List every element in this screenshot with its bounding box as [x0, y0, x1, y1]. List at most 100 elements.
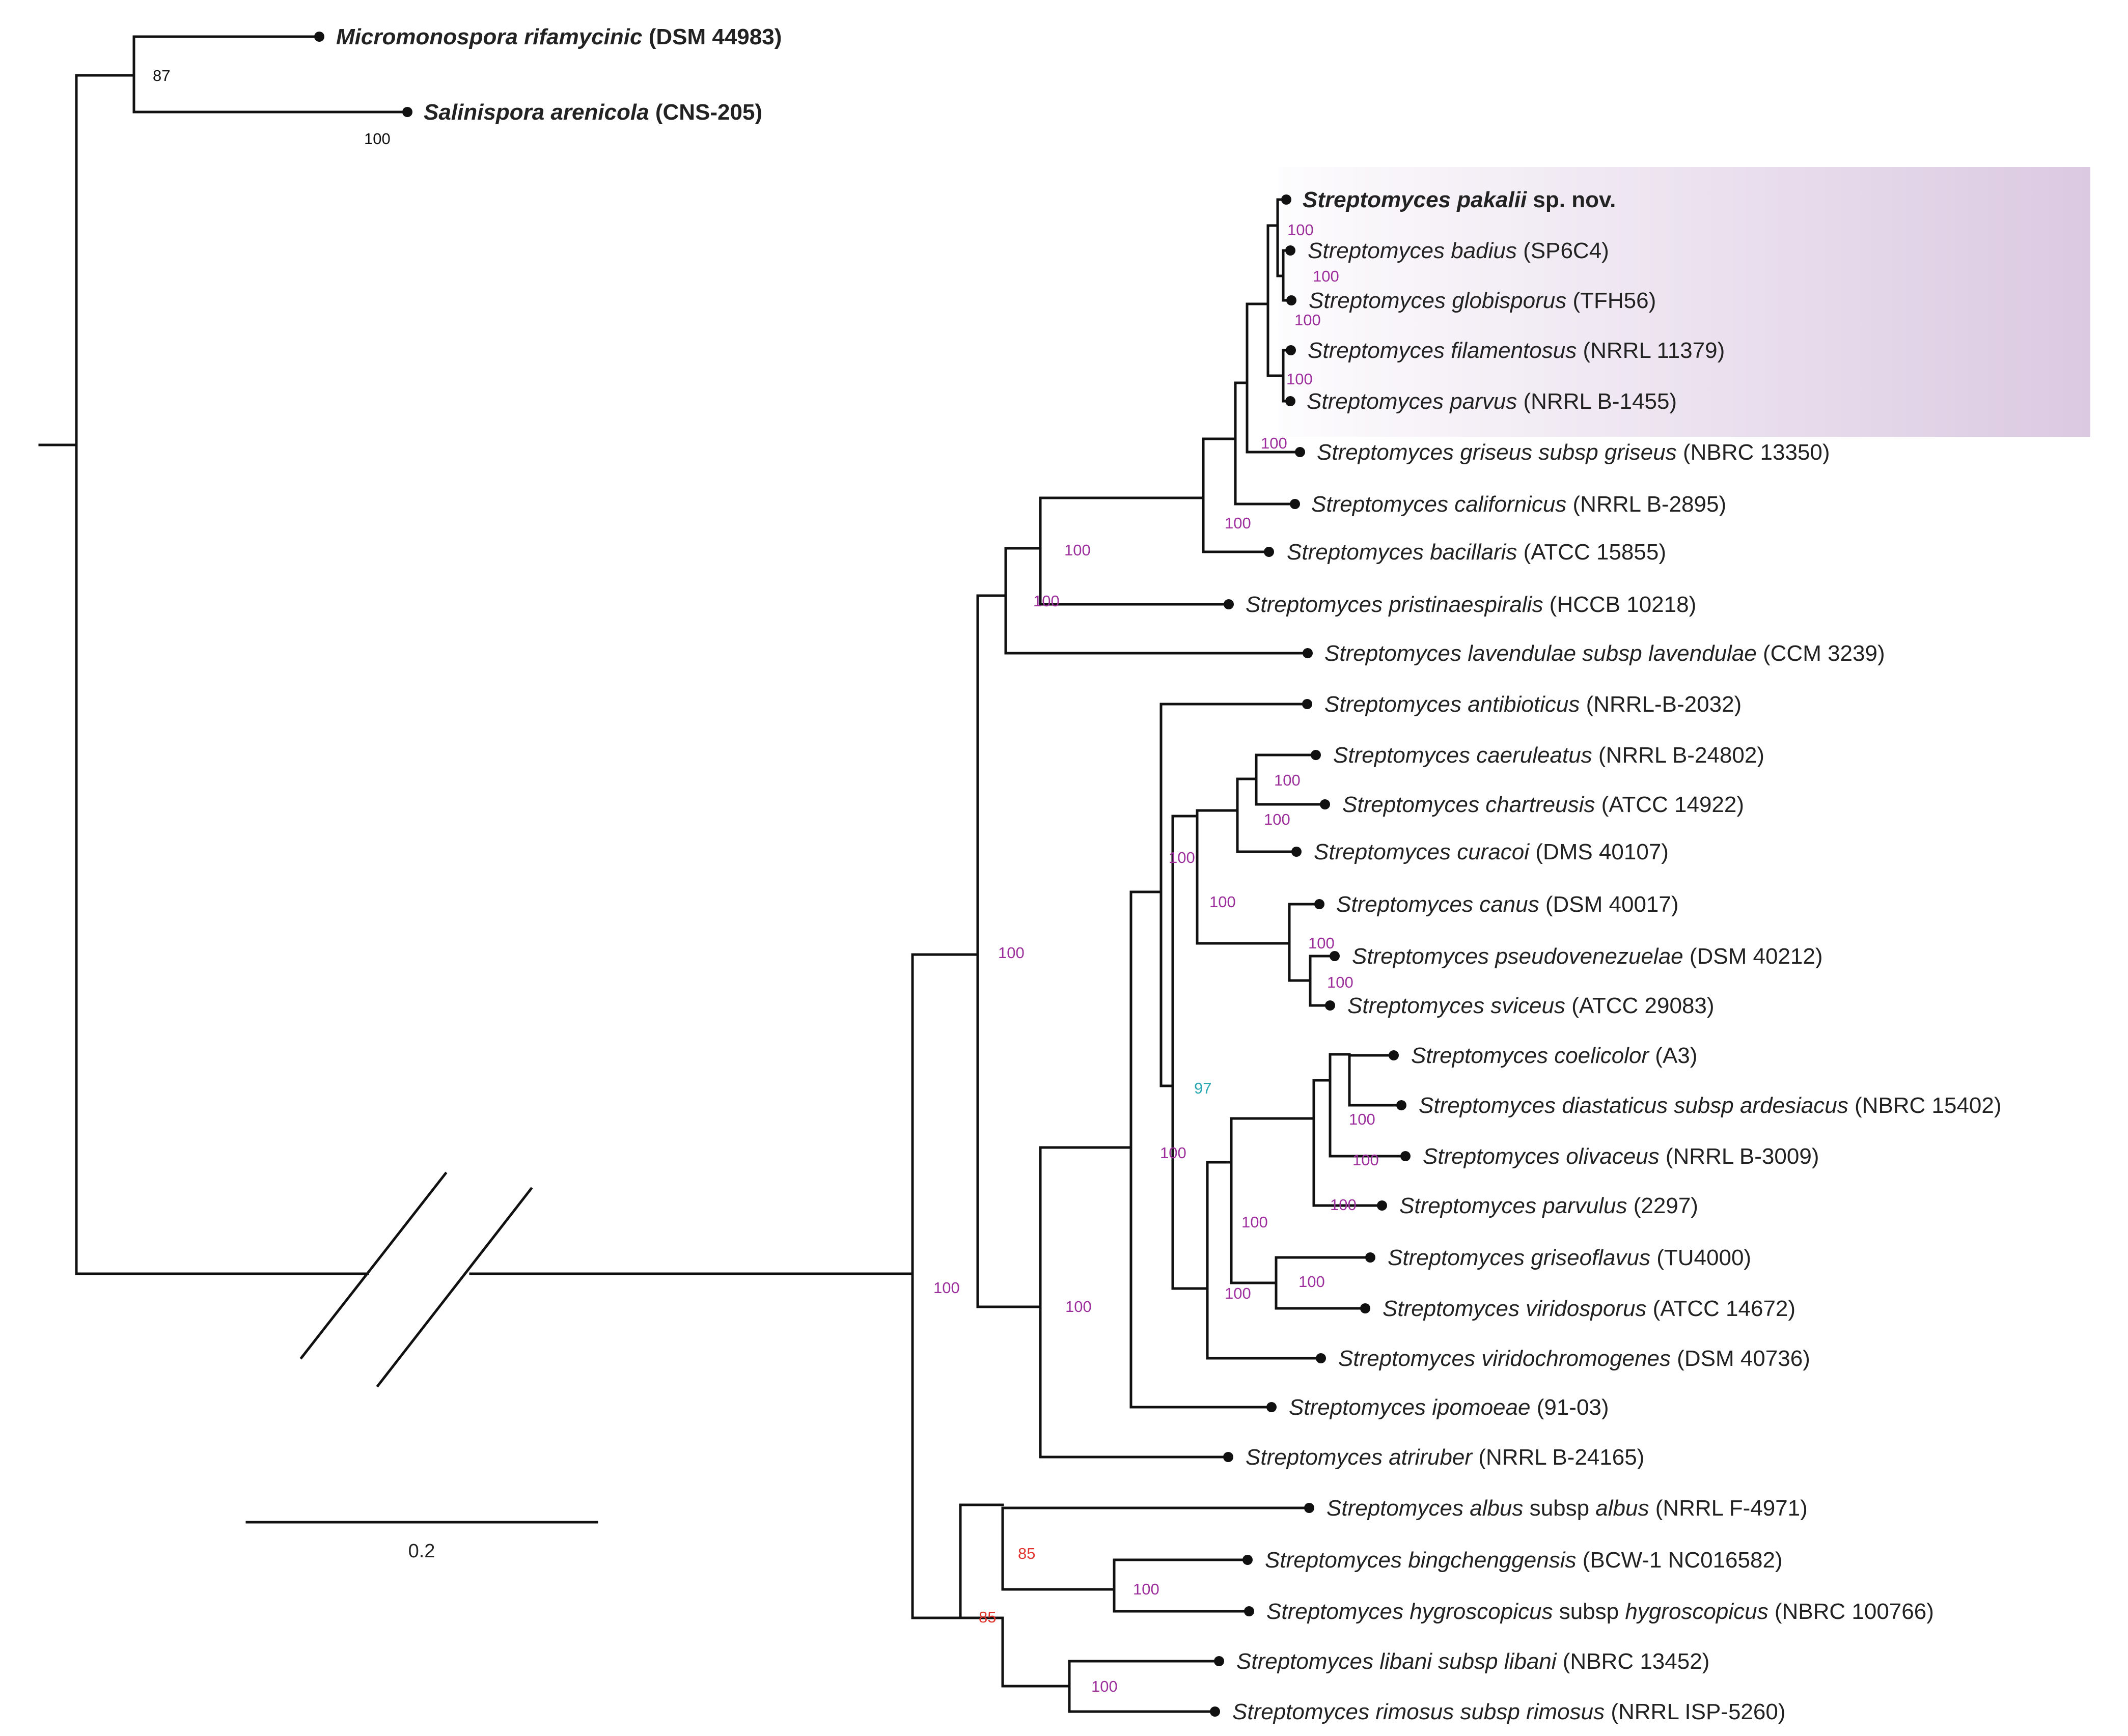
taxon-label: Streptomyces coelicolor (A3) — [1411, 1043, 1697, 1068]
tip-node-marker — [1242, 1555, 1253, 1565]
taxon-labels: Micromonospora rifamycinic (DSM 44983) Sa… — [336, 24, 2002, 1724]
tip-node-marker — [1302, 699, 1312, 709]
scale-bar-label: 0.2 — [408, 1541, 435, 1562]
taxon-detail-part: (NRRL B-24165) — [1472, 1445, 1644, 1470]
taxon-name-part: Streptomyces caeruleatus — [1333, 743, 1592, 768]
taxon-detail-part: (CNS-205) — [649, 100, 763, 125]
bootstrap-value: 100 — [1091, 1677, 1118, 1695]
taxon-label: Streptomyces bingchenggensis (BCW-1 NC01… — [1265, 1548, 1783, 1573]
taxon-label: Streptomyces badius (SP6C4) — [1308, 238, 1609, 263]
taxon-detail-part: (DSM 44983) — [642, 24, 782, 49]
taxon-label: Streptomyces parvus (NRRL B-1455) — [1307, 389, 1677, 414]
taxon-name-part: Streptomyces hygroscopicus — [1266, 1599, 1553, 1624]
taxon-name-part: Streptomyces antibioticus — [1324, 692, 1580, 717]
clade-highlight — [1278, 167, 2090, 437]
bootstrap-value: 100 — [1286, 370, 1313, 388]
taxon-detail-part: (DSM 40017) — [1539, 892, 1679, 917]
taxon-detail-part: sp. nov. — [1527, 187, 1616, 212]
taxon-label: Micromonospora rifamycinic (DSM 44983) — [336, 24, 782, 49]
taxon-name-part: Streptomyces canus — [1336, 892, 1539, 917]
taxon-label: Streptomyces pakalii sp. nov. — [1303, 187, 1616, 212]
taxon-detail-part: (DMS 40107) — [1529, 839, 1669, 864]
taxon-label: Streptomyces libani subsp libani (NBRC 1… — [1236, 1649, 1709, 1674]
taxon-detail-part: (NRRL ISP-5260) — [1605, 1699, 1785, 1724]
tip-node-marker — [1266, 1402, 1277, 1412]
tip-node-marker — [1244, 1606, 1254, 1616]
taxon-name-part: Streptomyces bingchenggensis — [1265, 1548, 1576, 1573]
taxon-detail-part: (TU4000) — [1650, 1245, 1751, 1270]
bootstrap-value: 100 — [1294, 311, 1321, 329]
bootstrap-value: 100 — [1264, 810, 1290, 828]
tip-node-marker — [1316, 1353, 1326, 1363]
taxon-label: Streptomyces viridochromogenes (DSM 4073… — [1338, 1346, 1810, 1371]
taxon-detail-part: (NBRC 100766) — [1768, 1599, 1934, 1624]
taxon-label: Streptomyces curacoi (DMS 40107) — [1314, 839, 1669, 864]
taxon-name-part: Streptomyces californicus — [1311, 492, 1566, 517]
taxon-label: Streptomyces filamentosus (NRRL 11379) — [1308, 338, 1725, 363]
taxon-name-part: Streptomyces filamentosus — [1308, 338, 1577, 363]
taxon-detail-part: (NRRL B-24802) — [1592, 743, 1764, 768]
taxon-name-part: Streptomyces diastaticus subsp ardesiacu… — [1419, 1093, 1848, 1118]
bootstrap-value: 100 — [1349, 1110, 1375, 1128]
bootstrap-value: 100 — [1287, 221, 1314, 239]
taxon-detail-part: (ATCC 14922) — [1595, 792, 1744, 817]
taxon-detail-part: (DSM 40212) — [1683, 944, 1823, 969]
tip-node-marker — [1325, 1000, 1335, 1011]
taxon-name-part: Streptomyces pristinaespiralis — [1246, 592, 1543, 617]
bootstrap-value: 100 — [1241, 1213, 1268, 1231]
taxon-detail-part: (HCCB 10218) — [1543, 592, 1696, 617]
tip-node-marker — [1281, 194, 1291, 205]
bootstrap-value: 100 — [1065, 1298, 1092, 1315]
taxon-detail-part: subsp — [1523, 1496, 1595, 1521]
bootstrap-value: 85 — [979, 1608, 996, 1626]
taxon-name-part: Streptomyces atriruber — [1246, 1445, 1473, 1470]
taxon-label: Streptomyces atriruber (NRRL B-24165) — [1246, 1445, 1644, 1470]
bootstrap-value: 100 — [998, 944, 1025, 962]
taxon-name-part: Streptomyces griseoflavus — [1388, 1245, 1650, 1270]
tip-node-marker — [1304, 1503, 1314, 1513]
tree-branches — [38, 35, 1407, 1713]
tip-node-marker — [1314, 899, 1324, 909]
taxon-label: Streptomyces canus (DSM 40017) — [1336, 892, 1679, 917]
tip-node-marker — [1286, 295, 1296, 305]
taxon-detail-part: (NRRL B-1455) — [1517, 389, 1677, 414]
taxon-label: Streptomyces olivaceus (NRRL B-3009) — [1423, 1144, 1819, 1169]
taxon-detail-part: (NRRL B-2895) — [1566, 492, 1726, 517]
tip-node-marker — [1223, 1452, 1233, 1462]
taxon-name-part: Streptomyces bacillaris — [1287, 540, 1517, 565]
tip-node-marker — [1311, 750, 1321, 760]
taxon-label: Streptomyces lavendulae subsp lavendulae… — [1324, 641, 1885, 666]
tip-node-marker — [1360, 1303, 1370, 1313]
bootstrap-value: 100 — [1209, 893, 1236, 911]
taxon-detail-part: (NBRC 13452) — [1557, 1649, 1710, 1674]
taxon-detail-part: (BCW-1 NC016582) — [1576, 1548, 1782, 1573]
taxon-detail-part: (91-03) — [1530, 1395, 1609, 1420]
tip-node-marker — [402, 107, 412, 117]
taxon-label: Streptomyces diastaticus subsp ardesiacu… — [1419, 1093, 2002, 1118]
taxon-name-part: Streptomyces griseus subsp griseus — [1317, 440, 1677, 465]
taxon-label: Streptomyces sviceus (ATCC 29083) — [1347, 993, 1715, 1018]
taxon-detail-part: subsp — [1553, 1599, 1625, 1624]
tip-node-marker — [1291, 847, 1302, 857]
taxon-label: Streptomyces ipomoeae (91-03) — [1289, 1395, 1609, 1420]
taxon-label: Streptomyces californicus (NRRL B-2895) — [1311, 492, 1726, 517]
tip-node-marker — [1320, 799, 1330, 809]
tip-node-marker — [1224, 599, 1234, 609]
tip-node-marker — [1290, 499, 1300, 509]
taxon-name-part: Micromonospora rifamycinic — [336, 24, 642, 49]
tip-node-marker — [1365, 1252, 1375, 1263]
bootstrap-value: 100 — [1169, 849, 1195, 866]
taxon-detail-part: (NRRL-B-2032) — [1580, 692, 1742, 717]
taxon-label: Streptomyces viridosporus (ATCC 14672) — [1383, 1296, 1795, 1321]
taxon-label: Streptomyces antibioticus (NRRL-B-2032) — [1324, 692, 1742, 717]
taxon-name-part: Streptomyces parvulus — [1399, 1193, 1627, 1218]
taxon-label: Streptomyces pristinaespiralis (HCCB 102… — [1246, 592, 1696, 617]
taxon-name-part: Streptomyces pseudovenezuelae — [1352, 944, 1683, 969]
bootstrap-value: 100 — [1352, 1151, 1379, 1169]
bootstrap-value: 100 — [1261, 434, 1287, 452]
taxon-label: Streptomyces parvulus (2297) — [1399, 1193, 1698, 1218]
tip-node-marker — [1396, 1100, 1406, 1110]
tip-node-marker — [1330, 951, 1340, 961]
taxon-detail-part: (ATCC 14672) — [1646, 1296, 1795, 1321]
tip-node-marker — [1285, 396, 1295, 406]
